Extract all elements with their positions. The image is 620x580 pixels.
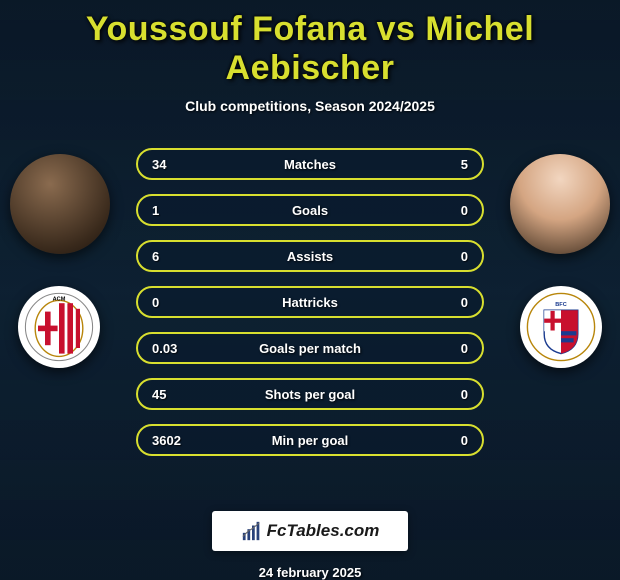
club-left-badge: ACM: [18, 286, 100, 368]
stat-label: Min per goal: [138, 433, 482, 448]
chart-icon: [241, 520, 263, 542]
stat-value-right: 0: [461, 203, 468, 218]
site-name: FcTables.com: [267, 521, 380, 541]
stat-row: 0.03Goals per match0: [136, 332, 484, 364]
stat-row: 45Shots per goal0: [136, 378, 484, 410]
stat-label: Assists: [138, 249, 482, 264]
stat-row: 1Goals0: [136, 194, 484, 226]
stat-value-right: 0: [461, 295, 468, 310]
stat-row: 6Assists0: [136, 240, 484, 272]
stat-row: 0Hattricks0: [136, 286, 484, 318]
stat-value-right: 0: [461, 433, 468, 448]
stat-label: Matches: [138, 157, 482, 172]
stat-label: Shots per goal: [138, 387, 482, 402]
svg-text:BFC: BFC: [555, 302, 567, 308]
svg-text:ACM: ACM: [53, 296, 66, 302]
player-right-avatar: [510, 154, 610, 254]
site-logo[interactable]: FcTables.com: [212, 511, 408, 551]
stat-value-right: 0: [461, 387, 468, 402]
stat-label: Goals per match: [138, 341, 482, 356]
bologna-crest-icon: BFC: [526, 292, 596, 362]
club-right-badge: BFC: [520, 286, 602, 368]
player-left-avatar: [10, 154, 110, 254]
content-wrapper: Youssouf Fofana vs Michel Aebischer Club…: [0, 0, 620, 580]
stat-value-right: 5: [461, 157, 468, 172]
stat-value-right: 0: [461, 249, 468, 264]
stat-value-right: 0: [461, 341, 468, 356]
subtitle: Club competitions, Season 2024/2025: [185, 98, 435, 114]
comparison-arena: ACM BFC 34Matches51Goals06Assists00Hattr…: [0, 134, 620, 167]
milan-crest-icon: ACM: [24, 292, 94, 362]
footer-date: 24 february 2025: [259, 565, 362, 580]
stat-rows: 34Matches51Goals06Assists00Hattricks00.0…: [136, 148, 484, 456]
stat-row: 3602Min per goal0: [136, 424, 484, 456]
stat-row: 34Matches5: [136, 148, 484, 180]
stat-label: Goals: [138, 203, 482, 218]
page-title: Youssouf Fofana vs Michel Aebischer: [0, 6, 620, 92]
stat-label: Hattricks: [138, 295, 482, 310]
